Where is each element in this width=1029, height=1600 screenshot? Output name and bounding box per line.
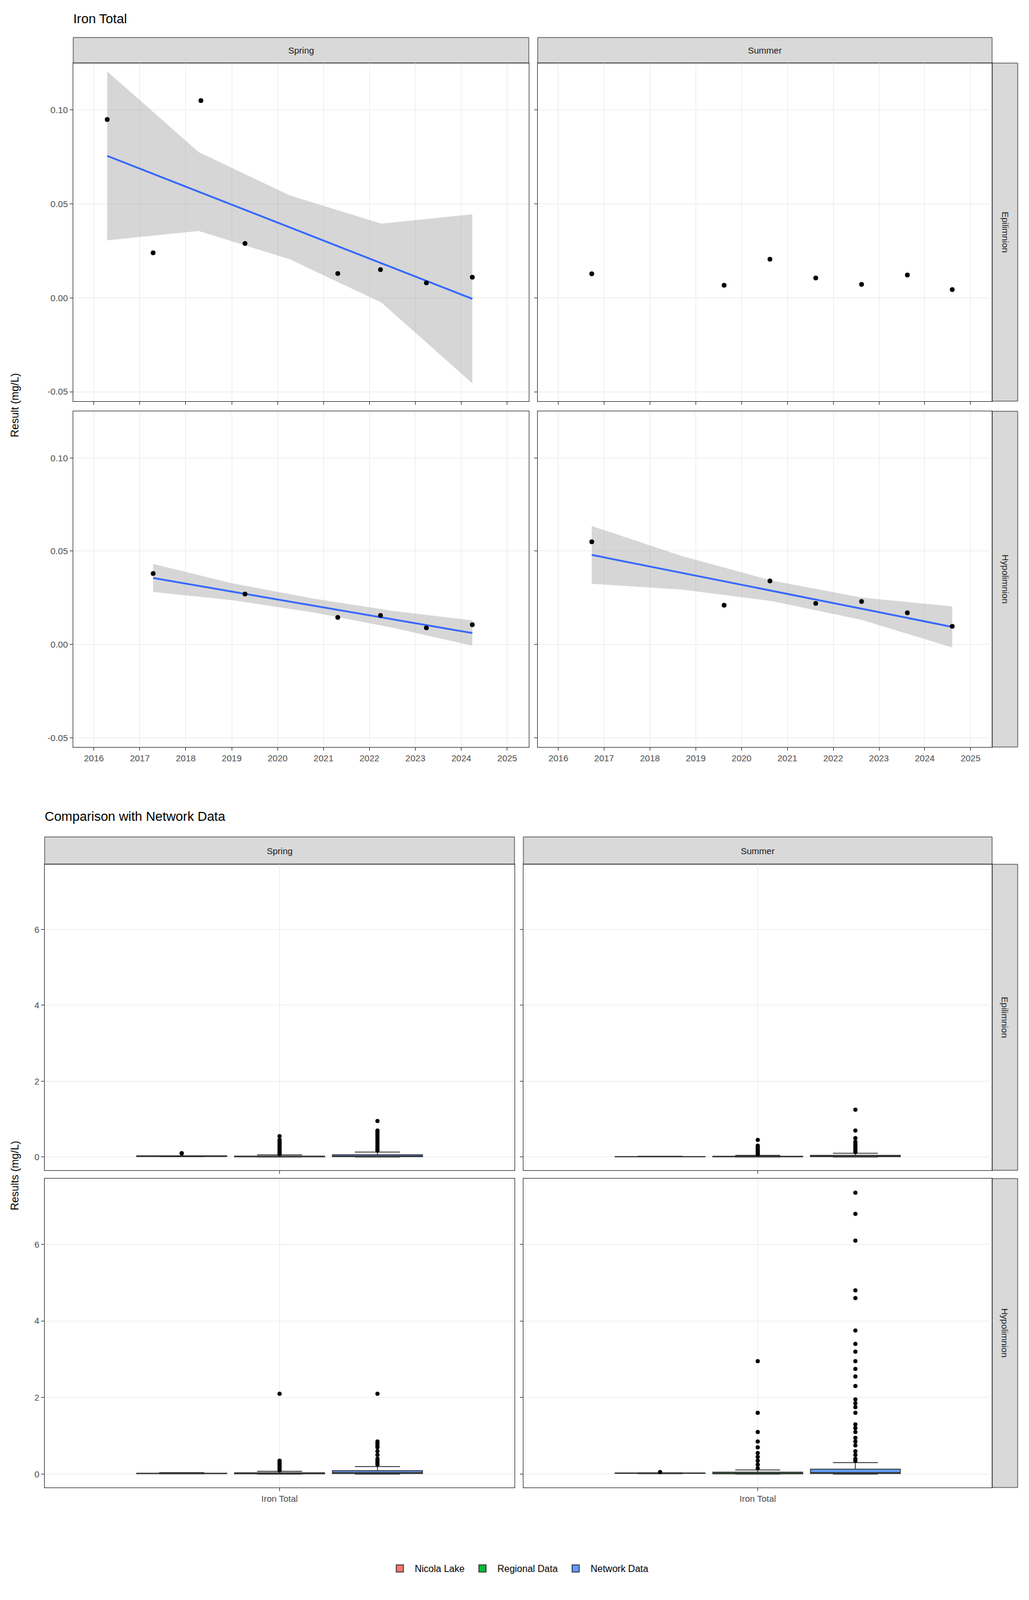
svg-text:Summer: Summer: [747, 45, 782, 56]
svg-text:4: 4: [34, 1000, 40, 1011]
svg-text:2: 2: [34, 1076, 40, 1087]
svg-text:0.10: 0.10: [50, 453, 68, 464]
svg-text:Epilimnion: Epilimnion: [999, 997, 1010, 1039]
svg-text:2017: 2017: [129, 753, 150, 764]
svg-text:2024: 2024: [451, 753, 472, 764]
svg-text:6: 6: [34, 1239, 40, 1250]
svg-text:2025: 2025: [497, 753, 517, 764]
svg-text:0.00: 0.00: [50, 292, 68, 304]
svg-text:0: 0: [34, 1469, 40, 1480]
svg-text:Network Data: Network Data: [590, 1564, 649, 1575]
svg-text:2021: 2021: [313, 753, 334, 764]
svg-text:Iron Total: Iron Total: [261, 1494, 298, 1505]
svg-text:0.05: 0.05: [50, 546, 68, 557]
svg-text:2022: 2022: [822, 753, 843, 764]
svg-text:Results (mg/L): Results (mg/L): [8, 1141, 21, 1212]
svg-text:2022: 2022: [359, 753, 380, 764]
svg-text:0.00: 0.00: [50, 639, 68, 650]
svg-text:Nicola Lake: Nicola Lake: [415, 1564, 466, 1575]
svg-text:Hypolimnion: Hypolimnion: [1000, 554, 1011, 604]
svg-text:Spring: Spring: [288, 45, 314, 56]
svg-text:Summer: Summer: [740, 846, 775, 857]
svg-text:Epilimnion: Epilimnion: [1000, 211, 1011, 253]
svg-text:2020: 2020: [267, 753, 288, 764]
svg-text:6: 6: [34, 924, 40, 935]
svg-text:-0.05: -0.05: [47, 386, 68, 397]
svg-text:Comparison with Network Data: Comparison with Network Data: [44, 809, 226, 825]
svg-text:Hypolimnion: Hypolimnion: [999, 1308, 1010, 1359]
svg-text:2023: 2023: [405, 753, 426, 764]
svg-text:Spring: Spring: [266, 846, 293, 857]
svg-text:2019: 2019: [686, 753, 706, 764]
svg-text:-0.05: -0.05: [47, 733, 68, 744]
svg-text:2020: 2020: [731, 753, 752, 764]
svg-text:Iron Total: Iron Total: [73, 11, 127, 27]
svg-text:0.10: 0.10: [50, 104, 68, 115]
svg-text:0.05: 0.05: [50, 198, 68, 210]
svg-text:2025: 2025: [960, 753, 981, 764]
svg-text:2016: 2016: [548, 753, 569, 764]
svg-text:2017: 2017: [594, 753, 614, 764]
svg-text:Iron Total: Iron Total: [739, 1494, 776, 1505]
svg-text:Regional Data: Regional Data: [497, 1564, 558, 1575]
svg-text:2021: 2021: [777, 753, 797, 764]
svg-text:2016: 2016: [83, 753, 104, 764]
svg-text:4: 4: [34, 1316, 40, 1327]
svg-text:2023: 2023: [868, 753, 889, 764]
svg-text:2018: 2018: [175, 753, 196, 764]
svg-text:2024: 2024: [914, 753, 935, 764]
svg-text:2: 2: [34, 1392, 40, 1403]
svg-text:2019: 2019: [221, 753, 242, 764]
svg-text:Result (mg/L): Result (mg/L): [8, 373, 21, 438]
svg-text:2018: 2018: [640, 753, 660, 764]
svg-text:0: 0: [34, 1152, 40, 1163]
